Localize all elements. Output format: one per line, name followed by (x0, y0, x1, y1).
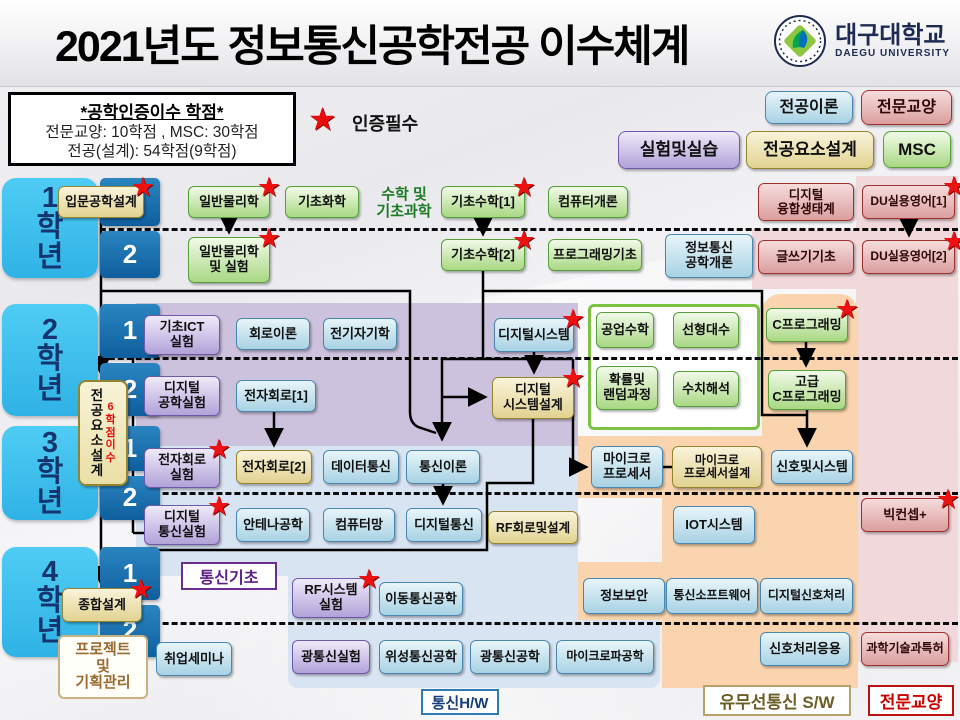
course-du-english-2: DU실용영어[2] (862, 226, 960, 274)
legend-major-theory: 전공이론 (765, 91, 853, 124)
comm-hw-label: 통신H/W (421, 689, 499, 715)
course-comm-theory: 통신이론 (406, 450, 480, 484)
course-linear-algebra: 선형대수 (673, 312, 739, 348)
course-data-comm: 데이터통신 (323, 450, 399, 484)
accreditation-info-box: *공학인증이수 학점* 전문교양: 10학점 , MSC: 30학점 전공(설계… (8, 92, 296, 166)
course-electronic-circuits-lab: 전자회로 실험 (144, 434, 231, 488)
accreditation-line2: 전공(설계): 54학점(9학점) (67, 143, 237, 161)
course-general-physics: 일반물리학 (188, 172, 281, 218)
year-1-label: 1학년 (2, 178, 98, 278)
course-digital-eng-lab: 디지털 공학실험 (144, 376, 220, 416)
course-basic-chemistry: 기초화학 (285, 186, 359, 218)
divider-year3 (55, 492, 958, 495)
course-basic-math-2: 기초수학[2] (441, 225, 536, 271)
required-star-label: 인증필수 (352, 114, 419, 134)
course-circuit-theory: 회로이론 (236, 318, 310, 350)
university-name: 대구대학교 (835, 21, 946, 49)
course-digital-comm-lab: 디지털 통신실험 (144, 491, 231, 545)
course-programming-basics: 프로그래밍기초 (548, 239, 642, 271)
year-1-sem-2: 2 (100, 230, 160, 278)
course-optical-comm-eng: 광통신공학 (470, 640, 550, 674)
course-signal-processing-app: 신호처리응용 (760, 632, 850, 666)
course-big-concept-plus: 빅컨셉+ (861, 484, 960, 532)
course-digital-signal-processing: 디지털신호처리 (760, 578, 853, 614)
university-logo: 대구대학교 DAEGU UNIVERSITY (773, 14, 950, 68)
divider-year1 (55, 228, 958, 231)
course-microprocessor-design: 마이크로 프로세서설계 (672, 446, 762, 488)
comm-sw-label: 유무선통신 S/W (703, 685, 851, 716)
course-c-programming: C프로그래밍 (766, 294, 859, 342)
course-digital-systems: 디지털시스템 (494, 304, 585, 352)
design-element-credit-box: 전공요소설계 6학점이수 (78, 380, 128, 486)
legend-lab-practice: 실험및실습 (618, 131, 740, 169)
course-optical-comm-lab: 광통신실험 (292, 640, 370, 674)
course-eng-math: 공업수학 (596, 312, 654, 348)
course-basic-writing: 글쓰기기초 (758, 240, 854, 274)
course-info-security: 정보보안 (583, 578, 665, 614)
course-probability-random: 확률및 랜덤과정 (596, 366, 658, 410)
course-antenna-eng: 안테나공학 (236, 508, 310, 542)
course-du-english-1: DU실용영어[1] (862, 171, 960, 219)
course-electromagnetics: 전기자기학 (323, 318, 397, 350)
header: 2021년도 정보통신공학전공 이수체계 대구대학교 DAEGU UNIVERS… (0, 0, 960, 87)
course-basic-math-1: 기초수학[1] (441, 172, 536, 218)
course-intro-computers: 컴퓨터개론 (548, 186, 628, 218)
course-basic-ict-lab: 기초ICT 실험 (144, 315, 220, 355)
legend-design-element: 전공요소설계 (746, 131, 874, 169)
course-microprocessor: 마이크로 프로세서 (591, 446, 663, 488)
course-digital-system-design: 디지털 시스템설계 (492, 363, 585, 419)
accreditation-title: *공학인증이수 학점* (80, 103, 224, 122)
course-iot-systems: IOT시스템 (673, 506, 755, 544)
accreditation-line1: 전문교양: 10학점 , MSC: 30학점 (45, 124, 259, 141)
course-rf-system-lab: RF시스템 실험 (292, 564, 381, 618)
course-digital-comm: 디지털통신 (406, 508, 482, 542)
course-electronic-circuits-2: 전자회로[2] (236, 450, 312, 484)
course-science-tech-patents: 과학기술과특허 (861, 632, 949, 666)
legend-liberal-arts: 전문교양 (861, 90, 952, 125)
course-electronic-circuits-1: 전자회로[1] (236, 380, 316, 412)
design-element-label: 전공요소설계 (90, 387, 104, 479)
university-name-en: DAEGU UNIVERSITY (835, 47, 950, 59)
course-career-seminar: 취업세미나 (156, 642, 232, 676)
course-intro-info-comm-eng: 정보통신 공학개론 (665, 234, 753, 278)
divider-year4 (55, 622, 958, 625)
course-advanced-c: 고급 C프로그래밍 (768, 370, 846, 410)
legend-msc: MSC (883, 131, 951, 168)
divider-year2 (55, 357, 958, 360)
course-physics-lab: 일반물리학 및 실험 (188, 223, 281, 283)
math-science-label: 수학 및 기초과학 (376, 186, 432, 221)
course-comm-software: 통신소프트웨어 (666, 578, 758, 614)
required-star-icon: ★ (308, 101, 337, 137)
course-microwave-eng: 마이크로파공학 (556, 640, 654, 674)
course-satellite-comm-eng: 위성통신공학 (379, 640, 463, 674)
liberal-bottom-label: 전문교양 (868, 685, 954, 716)
course-project-planning: 프로젝트 및 기획관리 (58, 635, 148, 699)
comm-basic-label: 통신기초 (181, 562, 277, 590)
university-logo-icon (774, 15, 827, 67)
course-intro-eng-design: 입문공학설계 (58, 172, 155, 218)
course-mobile-comm-eng: 이동통신공학 (379, 582, 463, 616)
course-capstone-design: 종합설계 (62, 574, 153, 622)
course-signals-systems: 신호및시스템 (771, 450, 853, 484)
course-rf-circuit-design: RF회로및설계 (488, 511, 578, 544)
course-computer-networks: 컴퓨터망 (323, 508, 395, 542)
design-credit-note: 6학점이수 (105, 401, 116, 464)
course-digital-ecosystem: 디지털 융합생태계 (758, 183, 854, 221)
course-numerical-analysis: 수치해석 (673, 371, 739, 407)
page-title: 2021년도 정보통신공학전공 이수체계 (55, 23, 690, 71)
